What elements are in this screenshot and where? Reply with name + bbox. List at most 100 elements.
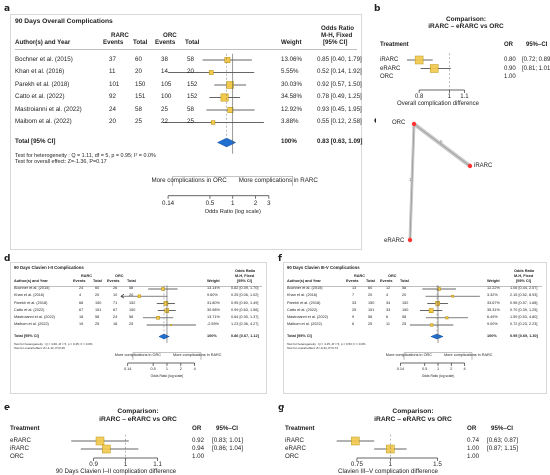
- x-tick-label: 2: [450, 367, 453, 371]
- header-study: Author(s) and Year: [15, 39, 71, 47]
- study-name: Catto et al. (2022): [287, 307, 318, 312]
- header-ci: 95%–CI: [526, 42, 548, 48]
- network-node: [467, 163, 473, 169]
- rarc-total: 151: [95, 307, 102, 312]
- comparison-title: Comparison: iRARC – eRARC vs ORC: [374, 408, 452, 423]
- treatment-or: 1.00: [504, 74, 516, 80]
- header-total: Total: [93, 278, 102, 283]
- x-axis-label: 90 Days Clavien I–II complication differ…: [55, 468, 177, 475]
- network-graph: ORC iRARC eRARC 5 1: [376, 116, 546, 248]
- plot-canvas: [407, 53, 465, 93]
- header-events: Events: [107, 278, 120, 283]
- study-name: Bochner et al. (2015): [287, 286, 323, 291]
- study-name: Maibom et al. (2022): [287, 322, 322, 327]
- comparison-title: Comparison: iRARC – eRARC vs ORC: [428, 16, 504, 31]
- node-label-irarc: iRARC: [474, 163, 493, 169]
- treatment-ci: [0.87; 1.15]: [487, 444, 518, 452]
- header-or-title: Odds Ratio: [321, 24, 355, 32]
- study-marker: [224, 57, 231, 63]
- x-tick-label: 1: [165, 367, 169, 371]
- x-tick-label: 0.8: [414, 94, 424, 100]
- treatment-ci: [0.81; 1.01]: [522, 65, 550, 72]
- header-group1: RARC: [81, 274, 92, 278]
- study-or-ci: 0.55 [0.12, 2.58]: [317, 118, 362, 126]
- orc-events: 11: [386, 322, 390, 327]
- comparison-title-line1: Comparison:: [117, 408, 159, 415]
- study-marker: [428, 308, 434, 313]
- treatment-name: ORC: [10, 452, 24, 460]
- orc-total: 58: [402, 314, 407, 319]
- x-tick-label: 1: [231, 199, 235, 207]
- orc-events: 14: [161, 68, 168, 76]
- total-label: Total [95% CI]: [15, 138, 56, 146]
- x-axis-label: Odds Ratio (log scale): [204, 208, 261, 215]
- study-name: Khan et al. (2016): [15, 68, 65, 76]
- orc-events: 10: [113, 293, 118, 298]
- x-tick-label: 0.5: [150, 367, 156, 371]
- orc-events: 26: [113, 286, 118, 291]
- x-axis-label: Odds Ratio (log scale): [150, 373, 184, 378]
- treatment-name: iRARC: [285, 436, 304, 444]
- orc-events: 38: [161, 55, 168, 63]
- orc-total: 58: [187, 105, 194, 113]
- study-name: Maibom et al. (2022): [14, 322, 49, 327]
- treatment-marker: [351, 436, 360, 446]
- rarc-events: 18: [79, 314, 84, 319]
- header-weight: Weight: [281, 39, 302, 47]
- plot-canvas: [287, 285, 542, 366]
- study-name: Mastroianni et al. (2022): [14, 314, 55, 319]
- pooled-diamond: [430, 333, 444, 340]
- favors-left-label: More complications in ORC: [151, 176, 227, 184]
- rarc-total: 150: [368, 300, 375, 305]
- treatment-marker: [102, 444, 111, 454]
- favors-right-label: More complications in RARC: [444, 353, 493, 357]
- heterogeneity-test: Test for heterogeneity : Q = 1.11, df = …: [15, 152, 156, 159]
- total-weight: 100%: [487, 333, 497, 338]
- panel-label-g: g: [278, 403, 285, 413]
- header-or-method: M-H, Fixed: [514, 274, 534, 278]
- orc-events: 71: [113, 300, 118, 305]
- treatment-name: eRARC: [285, 444, 306, 452]
- overall-effect-test: Test for overall effect: Z=-0.34, P=0.74: [287, 345, 338, 350]
- comparison-plot-clavien-1-2: Comparison: iRARC – eRARC vs ORC Treatment…: [8, 408, 270, 475]
- study-marker: [430, 323, 434, 327]
- header-study: Author(s) and Year: [287, 278, 321, 283]
- rarc-events: 13: [352, 286, 357, 291]
- header-group1: RARC: [111, 32, 129, 39]
- rarc-events: 19: [79, 322, 84, 327]
- header-group2: ORC: [115, 274, 124, 278]
- study-weight: 3.32%: [487, 293, 498, 298]
- study-weight: 33.67%: [487, 300, 500, 305]
- treatment-ci: [0.63; 0.87]: [487, 436, 518, 444]
- rarc-total: 60: [368, 286, 373, 291]
- forest-title: 90 Days Overall Complications: [15, 18, 113, 25]
- total-or-ci: 0.95 [0.69, 1.30]: [510, 333, 538, 338]
- x-tick-label: 0.5: [205, 199, 215, 207]
- study-or-ci: 0.70 [0.39, 1.25]: [510, 307, 538, 312]
- header-events: Events: [155, 39, 176, 47]
- comparison-title-line1: Comparison:: [445, 16, 487, 23]
- x-tick-label: 1: [436, 367, 440, 371]
- study-weight: 30.98%: [207, 307, 220, 312]
- study-or-ci: 0.82 [0.39, 1.70]: [231, 286, 259, 291]
- x-axis-label: Odds Ratio (log scale): [421, 373, 455, 378]
- study-weight: 13.06%: [281, 55, 302, 63]
- rarc-events: 6: [352, 322, 355, 327]
- rarc-events: 33: [352, 300, 357, 305]
- study-weight: 13.14%: [207, 286, 220, 291]
- treatment-name: ORC: [380, 74, 394, 80]
- study-weight: 12.22%: [487, 286, 500, 291]
- edge-label: 1: [409, 177, 412, 182]
- study-marker: [220, 93, 229, 102]
- orc-total: 150: [402, 307, 409, 312]
- node-label-orc: ORC: [392, 120, 406, 126]
- panel-label-e: e: [4, 403, 10, 413]
- study-name: Catto et al. (2022): [14, 307, 45, 312]
- favors-left-label: More complications in ORC: [385, 353, 433, 357]
- plot-canvas: [407, 121, 473, 243]
- study-marker: [437, 287, 441, 291]
- treatment-name: eRARC: [10, 436, 31, 444]
- orc-total: 20: [402, 293, 407, 298]
- study-weight: 6.49%: [487, 314, 498, 319]
- orc-events: 12: [386, 286, 391, 291]
